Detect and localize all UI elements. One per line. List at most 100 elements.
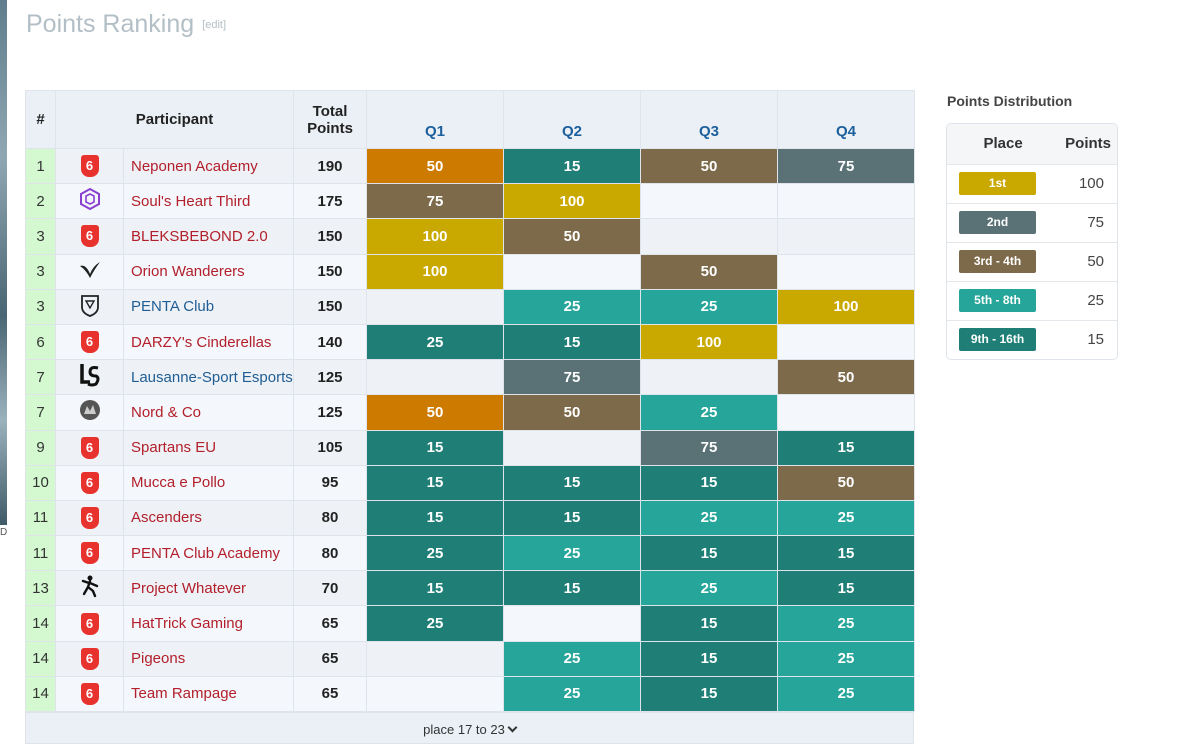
- q2-points-cell: 50: [503, 394, 641, 431]
- participant-name-link[interactable]: DARZY's Cinderellas: [123, 323, 294, 361]
- six-shield-icon: 6: [80, 155, 99, 178]
- participant-name-link[interactable]: Neponen Academy: [123, 147, 294, 185]
- dist-place-cell: 3rd - 4th: [947, 241, 1060, 281]
- six-shield-icon: 6: [80, 506, 99, 529]
- q2-points-cell: 15: [503, 464, 641, 501]
- q4-points-cell: 100: [777, 288, 915, 325]
- q4-points-cell: [777, 253, 915, 290]
- place-badge: 3rd - 4th: [959, 250, 1036, 273]
- place-cell: 14: [25, 605, 56, 642]
- q2-points-cell: 100: [503, 183, 641, 220]
- participant-name-link[interactable]: Orion Wanderers: [123, 253, 294, 290]
- participant-name-link[interactable]: Soul's Heart Third: [123, 183, 294, 220]
- dist-points-cell: 50: [1059, 241, 1117, 281]
- six-shield-icon: 6: [80, 436, 99, 459]
- penta-shield-icon: [79, 294, 101, 321]
- q4-points-cell: [777, 394, 915, 431]
- q1-points-cell: 50: [366, 147, 504, 185]
- participant-name-link[interactable]: PENTA Club Academy: [123, 535, 294, 572]
- total-points-cell: 125: [293, 359, 367, 396]
- participant-name-link[interactable]: Project Whatever: [123, 570, 294, 607]
- participant-name-link[interactable]: BLEKSBEBOND 2.0: [123, 218, 294, 255]
- place-cell: 3: [25, 218, 56, 255]
- q1-points-cell: 15: [366, 464, 504, 501]
- header-q3[interactable]: Q3: [640, 90, 778, 149]
- participant-name-link[interactable]: HatTrick Gaming: [123, 605, 294, 642]
- q3-points-cell: [640, 359, 778, 396]
- q3-points-cell: 25: [640, 394, 778, 431]
- q1-points-cell: 15: [366, 499, 504, 537]
- q3-points-cell: 15: [640, 605, 778, 642]
- dist-points-cell: 75: [1059, 202, 1117, 242]
- team-logo-cell: [55, 394, 124, 431]
- dist-header-row: Place Points: [947, 124, 1117, 164]
- total-points-cell: 140: [293, 323, 367, 361]
- dist-row: 5th - 8th 25: [947, 280, 1117, 320]
- team-logo-cell: 6: [55, 535, 124, 572]
- participant-name-link[interactable]: Nord & Co: [123, 394, 294, 431]
- six-shield-icon: 6: [80, 471, 99, 494]
- participant-name-link[interactable]: Ascenders: [123, 499, 294, 537]
- q1-points-cell: 100: [366, 253, 504, 290]
- table-row: 14 6 Pigeons 65 25 15 25: [25, 640, 915, 677]
- header-q2[interactable]: Q2: [503, 90, 641, 149]
- table-body: 1 6 Neponen Academy 190 50 15 50 75 2 Soul's Hear…: [25, 147, 915, 713]
- wing-logo-icon: [78, 261, 102, 286]
- q2-points-cell: 15: [503, 323, 641, 361]
- total-points-cell: 95: [293, 464, 367, 501]
- dist-row: 9th - 16th 15: [947, 319, 1117, 359]
- header-q1[interactable]: Q1: [366, 90, 504, 149]
- q3-points-cell: 15: [640, 640, 778, 677]
- q3-points-cell: 50: [640, 253, 778, 290]
- place-cell: 11: [25, 499, 56, 537]
- participant-name-link[interactable]: PENTA Club: [123, 288, 294, 325]
- q1-points-cell: [366, 675, 504, 713]
- points-distribution-table: Place Points 1st 100 2nd 75 3rd - 4th 50 5th -…: [946, 123, 1118, 360]
- team-logo-cell: [55, 570, 124, 607]
- team-logo-cell: [55, 183, 124, 220]
- q1-points-cell: [366, 640, 504, 677]
- dist-header-place: Place: [947, 124, 1060, 164]
- q4-points-cell: [777, 323, 915, 361]
- table-row: 7 Nord & Co 125 50 50 25: [25, 394, 915, 431]
- total-points-cell: 190: [293, 147, 367, 185]
- total-points-cell: 65: [293, 605, 367, 642]
- points-ranking-table: # Participant Total Points Q1 Q2 Q3 Q4 1…: [25, 90, 915, 713]
- q1-points-cell: [366, 359, 504, 396]
- participant-name-link[interactable]: Pigeons: [123, 640, 294, 677]
- table-row: 3 Orion Wanderers 150 100 50: [25, 253, 915, 290]
- total-points-cell: 150: [293, 218, 367, 255]
- q1-points-cell: 15: [366, 429, 504, 466]
- place-badge: 9th - 16th: [959, 328, 1036, 352]
- header-participant[interactable]: Participant: [55, 90, 294, 149]
- q2-points-cell: 15: [503, 570, 641, 607]
- table-header-row: # Participant Total Points Q1 Q2 Q3 Q4: [25, 90, 915, 149]
- participant-name-link[interactable]: Mucca e Pollo: [123, 464, 294, 501]
- total-points-cell: 80: [293, 499, 367, 537]
- q2-points-cell: 50: [503, 218, 641, 255]
- q3-points-cell: 15: [640, 464, 778, 501]
- participant-name-link[interactable]: Team Rampage: [123, 675, 294, 713]
- place-badge: 2nd: [959, 211, 1036, 234]
- header-q4[interactable]: Q4: [777, 90, 915, 149]
- dist-place-cell: 5th - 8th: [947, 280, 1060, 320]
- q3-points-cell: 25: [640, 288, 778, 325]
- show-more-label: place 17 to 23: [423, 722, 505, 737]
- participant-name-link[interactable]: Lausanne-Sport Esports: [123, 359, 294, 396]
- edit-link[interactable]: [edit]: [202, 19, 227, 31]
- table-row: 9 6 Spartans EU 105 15 75 15: [25, 429, 915, 466]
- team-logo-cell: 6: [55, 218, 124, 255]
- team-logo-cell: 6: [55, 147, 124, 185]
- total-points-cell: 80: [293, 535, 367, 572]
- dist-row: 3rd - 4th 50: [947, 241, 1117, 281]
- six-shield-icon: 6: [80, 647, 99, 670]
- dist-header-points: Points: [1059, 124, 1117, 164]
- q3-points-cell: [640, 183, 778, 220]
- show-more-button[interactable]: place 17 to 23: [25, 712, 914, 744]
- dist-row: 1st 100: [947, 163, 1117, 203]
- q1-points-cell: 25: [366, 605, 504, 642]
- ls-logo-icon: [78, 364, 102, 392]
- q3-points-cell: 75: [640, 429, 778, 466]
- header-total-points[interactable]: Total Points: [293, 90, 367, 149]
- participant-name-link[interactable]: Spartans EU: [123, 429, 294, 466]
